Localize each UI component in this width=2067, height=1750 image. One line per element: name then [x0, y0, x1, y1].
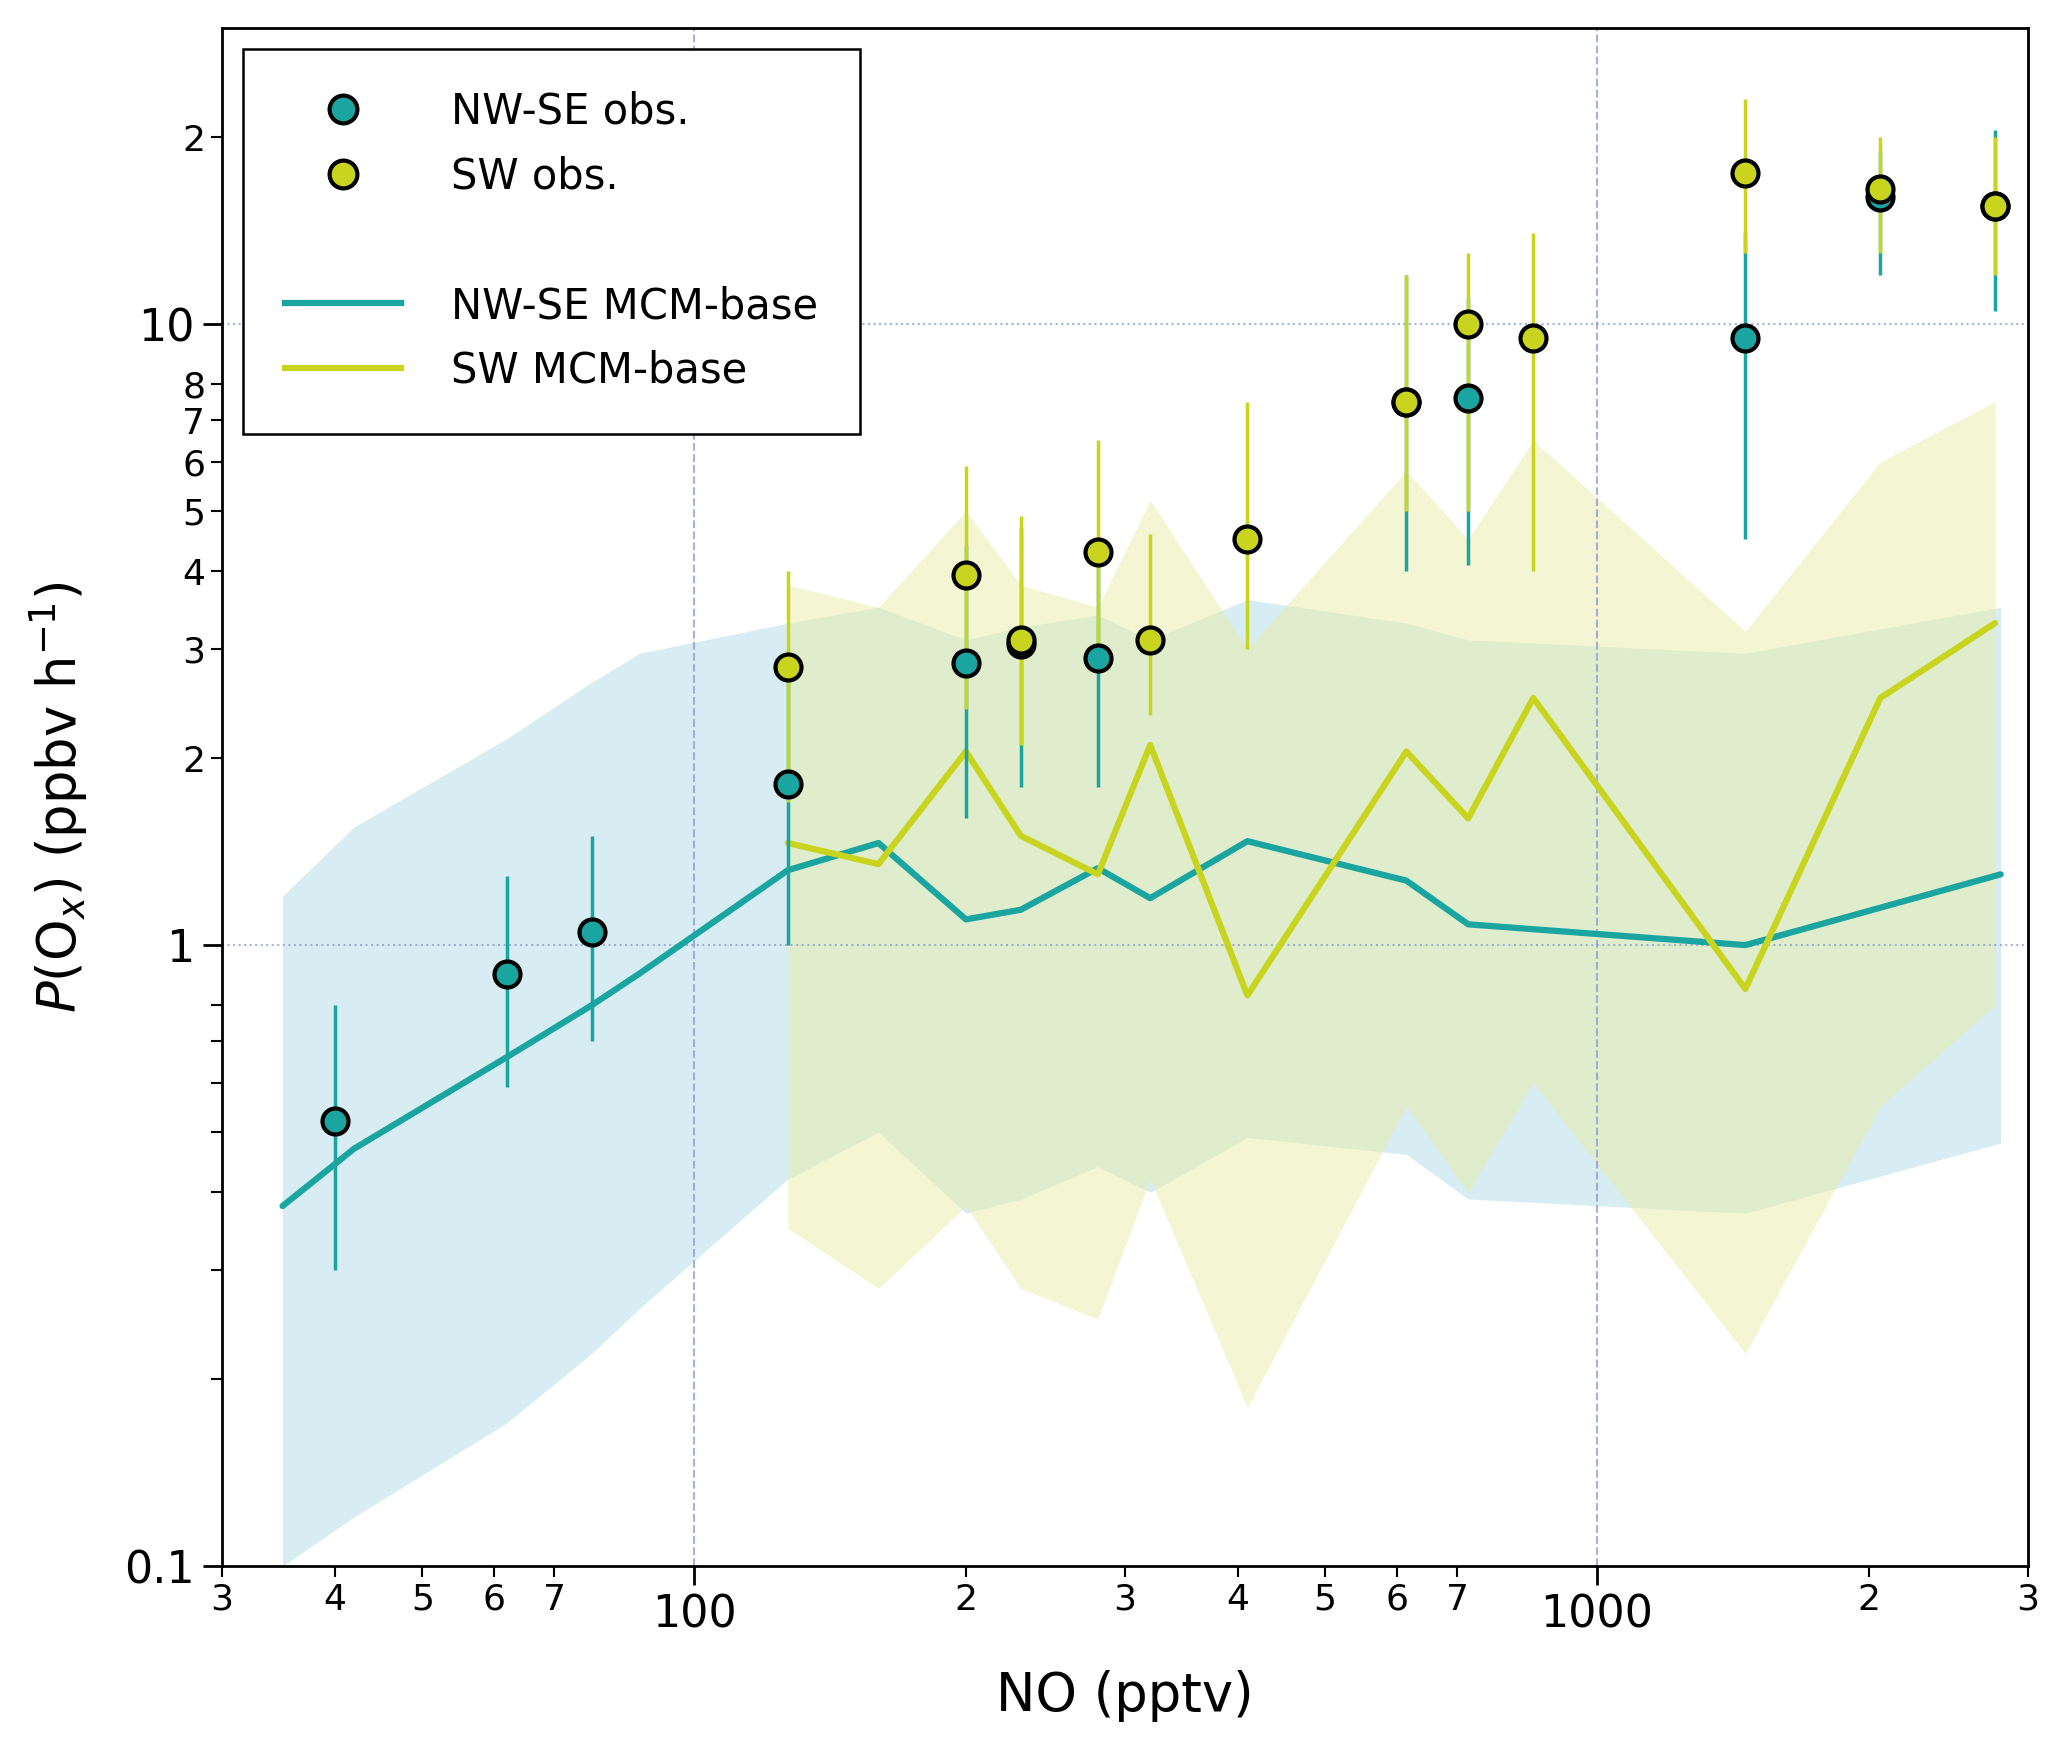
- Point: [1517, 324, 1550, 352]
- Y-axis label: $P$(O$_x$) (ppbv h$^{-1}$): $P$(O$_x$) (ppbv h$^{-1}$): [27, 581, 91, 1013]
- Point: [771, 653, 804, 681]
- Point: [949, 560, 982, 588]
- Point: [1230, 525, 1263, 553]
- Point: [490, 959, 523, 987]
- Point: [1005, 626, 1038, 654]
- Point: [1389, 388, 1422, 416]
- Point: [1005, 630, 1038, 658]
- Point: [1728, 324, 1761, 352]
- Point: [575, 919, 608, 947]
- Point: [1389, 388, 1422, 416]
- Point: [1081, 644, 1114, 672]
- Point: [949, 649, 982, 677]
- Point: [1451, 310, 1484, 338]
- Point: [1978, 192, 2011, 220]
- Point: [1728, 159, 1761, 187]
- Point: [1864, 184, 1898, 212]
- Legend: NW-SE obs., SW obs., , NW-SE MCM-base, SW MCM-base: NW-SE obs., SW obs., , NW-SE MCM-base, S…: [244, 49, 860, 434]
- X-axis label: NO (pptv): NO (pptv): [996, 1670, 1255, 1722]
- Point: [1451, 383, 1484, 411]
- Point: [318, 1108, 351, 1136]
- Point: [771, 770, 804, 798]
- Point: [1133, 626, 1166, 654]
- Point: [1978, 192, 2011, 220]
- Point: [1864, 175, 1898, 203]
- Point: [1081, 537, 1114, 565]
